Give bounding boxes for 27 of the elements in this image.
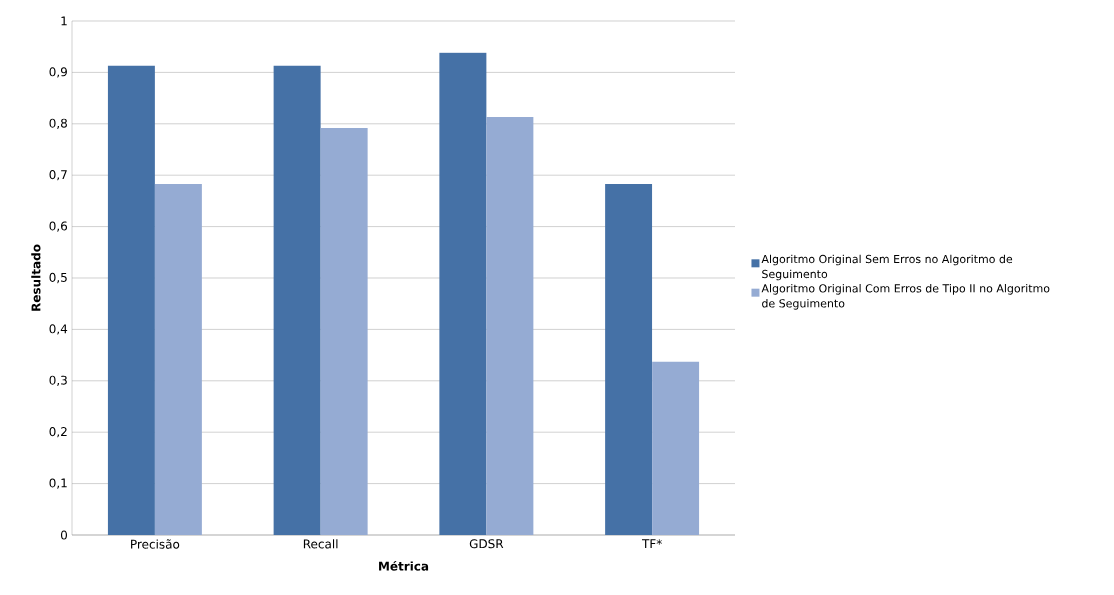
bar (605, 183, 653, 535)
bar (154, 183, 202, 535)
y-tick-label: 0,5 (49, 272, 67, 284)
legend-label: Algoritmo Original Sem Erros no Algoritmo de Seguimento (761, 254, 1013, 281)
y-axis-title: Resultado (31, 244, 41, 311)
x-tick-label: Precisão (131, 539, 180, 549)
y-tick-label: 0,4 (49, 324, 68, 335)
x-tick-label: GDSR (469, 539, 504, 549)
y-tick-label: 0,9 (49, 67, 67, 78)
bar (652, 361, 700, 535)
y-tick-label: 0 (60, 530, 68, 540)
bar (439, 52, 487, 535)
x-tick-label: Recall (303, 539, 338, 549)
x-axis-title: Métrica (379, 560, 429, 571)
bar (107, 65, 155, 535)
y-tick-label: 1 (61, 16, 67, 26)
y-tick-label: 0,1 (49, 478, 67, 489)
x-tick-label: TF* (641, 539, 662, 549)
y-tick-label: 0,8 (49, 118, 67, 129)
bar (486, 117, 534, 535)
y-tick-label: 0,7 (49, 170, 67, 181)
bar (320, 127, 368, 535)
bar (273, 65, 321, 535)
y-tick-label: 0,6 (49, 221, 68, 232)
y-tick-label: 0,3 (49, 375, 67, 386)
legend-label: Algoritmo Original Com Erros de Tipo II no Algoritmo de Seguimento (761, 284, 1050, 310)
y-tick-label: 0,2 (49, 427, 67, 438)
